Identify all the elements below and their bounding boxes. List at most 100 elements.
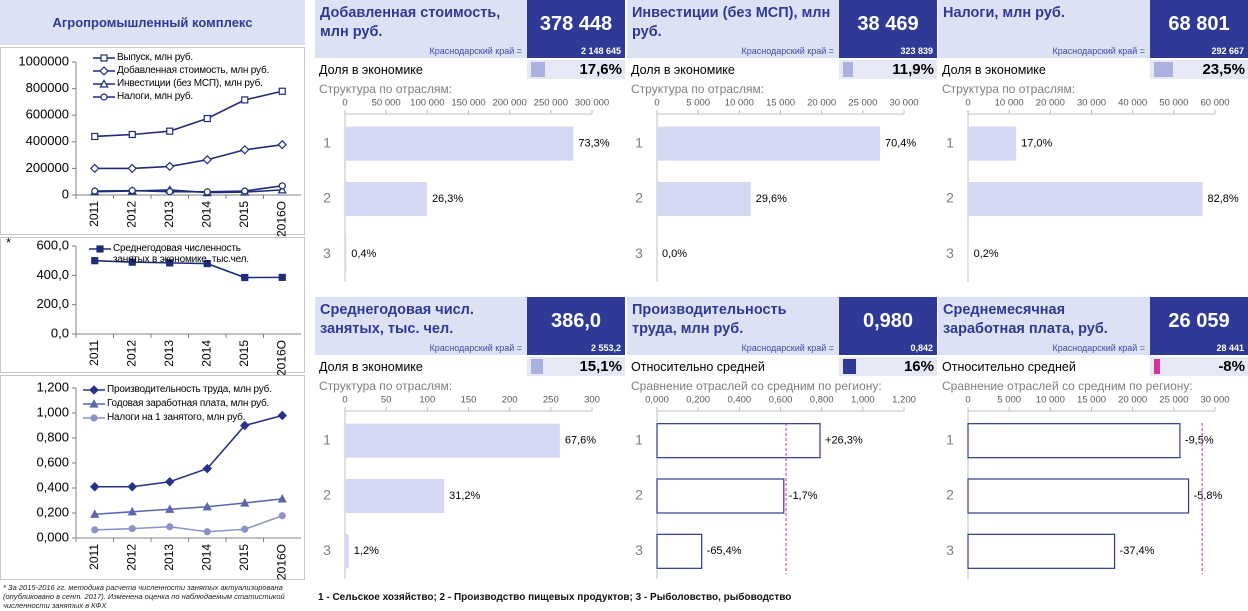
marker bbox=[278, 87, 286, 95]
category-label: 2 bbox=[323, 190, 331, 206]
legend-label: Налоги, млн руб. bbox=[117, 91, 193, 102]
y-tick-label: 1000000 bbox=[18, 53, 69, 68]
marker bbox=[128, 187, 136, 195]
chart-subtitle: Структура по отраслям: bbox=[319, 82, 453, 96]
marker bbox=[90, 163, 100, 174]
bar-label: 29,6% bbox=[756, 193, 787, 205]
legend-icon bbox=[93, 79, 115, 88]
x-tick-label: 30 000 bbox=[889, 98, 918, 109]
bar-label: 0,0% bbox=[662, 248, 687, 260]
bar-label: -5,8% bbox=[1194, 490, 1223, 502]
y-tick-label: 800000 bbox=[26, 80, 69, 95]
x-tick-label: 30 000 bbox=[1077, 98, 1106, 109]
x-tick-label: 0,800 bbox=[810, 395, 834, 406]
marker bbox=[99, 79, 109, 88]
marker bbox=[91, 187, 99, 195]
share-value: 15,1% bbox=[579, 358, 622, 375]
y-tick-label: 600000 bbox=[26, 107, 69, 122]
marker bbox=[202, 463, 212, 474]
series-line bbox=[94, 185, 283, 193]
note-mark: * bbox=[6, 235, 12, 250]
x-tick-label: 2015 bbox=[237, 201, 251, 228]
chart-subtitle: Сравнение отраслей со средним по региону… bbox=[631, 379, 882, 393]
category-label: 1 bbox=[635, 134, 643, 150]
x-tick-label: 0 bbox=[342, 395, 347, 406]
share-box bbox=[1150, 357, 1248, 376]
x-tick-label: 200 bbox=[502, 395, 518, 406]
share-box bbox=[839, 60, 937, 79]
x-tick-label: 0,400 bbox=[727, 395, 751, 406]
marker bbox=[202, 155, 212, 165]
marker bbox=[241, 525, 249, 533]
x-tick-label: 2011 bbox=[87, 340, 101, 366]
category-label: 1 bbox=[635, 431, 643, 447]
x-tick-label: 0,200 bbox=[686, 395, 710, 406]
marker bbox=[100, 54, 108, 62]
bar bbox=[967, 423, 1181, 459]
bar bbox=[345, 423, 560, 458]
category-label: 1 bbox=[946, 431, 954, 447]
marker bbox=[203, 260, 211, 268]
value-box bbox=[839, 0, 937, 58]
series-line bbox=[94, 514, 283, 533]
bar-label: 0,2% bbox=[974, 248, 999, 260]
title-box bbox=[315, 297, 527, 355]
x-tick-label: 2013 bbox=[162, 544, 176, 571]
x-tick-label: 2012 bbox=[124, 340, 138, 367]
share-value: 17,6% bbox=[579, 61, 622, 78]
region-value: 292 667 bbox=[1211, 46, 1244, 56]
share-text: Доля в экономике bbox=[319, 360, 423, 374]
marker bbox=[90, 509, 100, 518]
value-box bbox=[527, 297, 625, 355]
legend-label: Добавленная стоимость, млн руб. bbox=[117, 65, 270, 76]
x-tick-label: 2015 bbox=[237, 544, 251, 571]
chart-subtitle: Структура по отраслям: bbox=[942, 82, 1076, 96]
marker bbox=[277, 410, 287, 421]
x-tick-label: 100 000 bbox=[410, 98, 444, 109]
marker bbox=[203, 114, 211, 123]
x-tick-label: 60 000 bbox=[1200, 98, 1229, 109]
legend-entry: Производительность труда, млн руб. bbox=[83, 384, 305, 396]
y-tick-label: 1,000 bbox=[36, 404, 69, 419]
x-tick-label: 1,000 bbox=[851, 395, 875, 406]
marker bbox=[127, 482, 137, 492]
region-value: 28 441 bbox=[1216, 343, 1244, 353]
bar-chart: 0 5 000 10 000 15 000 20 000 25 000 30 000 1 -9,… bbox=[946, 395, 1230, 579]
share-box bbox=[839, 357, 937, 376]
marker bbox=[91, 257, 99, 265]
x-tick-label: 40 000 bbox=[1118, 98, 1147, 109]
share-bar bbox=[531, 359, 544, 374]
legend-label: Производительность труда, млн руб. bbox=[107, 384, 272, 395]
title-box bbox=[315, 0, 527, 58]
series-line bbox=[94, 90, 283, 138]
bar bbox=[345, 126, 574, 161]
chart-subtitle: Структура по отраслям: bbox=[319, 379, 453, 393]
bar-chart: 0,000 0,200 0,400 0,600 0,800 1,000 1,200 1 +26,… bbox=[635, 395, 916, 579]
category-label: 1 bbox=[946, 134, 954, 150]
value-box bbox=[1150, 0, 1248, 58]
bar bbox=[345, 182, 427, 216]
bar-label: 31,2% bbox=[449, 490, 480, 502]
chart-subtitle: Сравнение отраслей со средним по региону… bbox=[942, 379, 1193, 393]
share-bar bbox=[843, 62, 853, 77]
series-line bbox=[94, 259, 283, 279]
kpi-title: Производительность труда, млн руб. bbox=[632, 302, 787, 337]
chart-panel: 0 200000 400000 600000 800000 1000000 2011 2012… bbox=[0, 47, 305, 237]
chart-subtitle: Структура по отраслям: bbox=[631, 82, 765, 96]
bar bbox=[657, 126, 880, 161]
legend-icon bbox=[93, 66, 115, 76]
y-tick-label: 0,200 bbox=[36, 504, 69, 519]
category-label: 1 bbox=[323, 431, 331, 447]
bar bbox=[345, 237, 347, 272]
x-tick-label: 2016О bbox=[274, 340, 288, 376]
share-text: Доля в экономике bbox=[319, 63, 423, 77]
marker bbox=[277, 139, 287, 150]
x-tick-label: 50 000 bbox=[1159, 98, 1188, 109]
x-tick-label: 150 bbox=[461, 395, 477, 406]
share-text: Доля в экономике bbox=[942, 63, 1046, 77]
series-line bbox=[94, 143, 283, 170]
bar bbox=[345, 534, 349, 569]
marker bbox=[127, 163, 137, 174]
marker bbox=[240, 145, 250, 155]
marker bbox=[166, 259, 174, 267]
